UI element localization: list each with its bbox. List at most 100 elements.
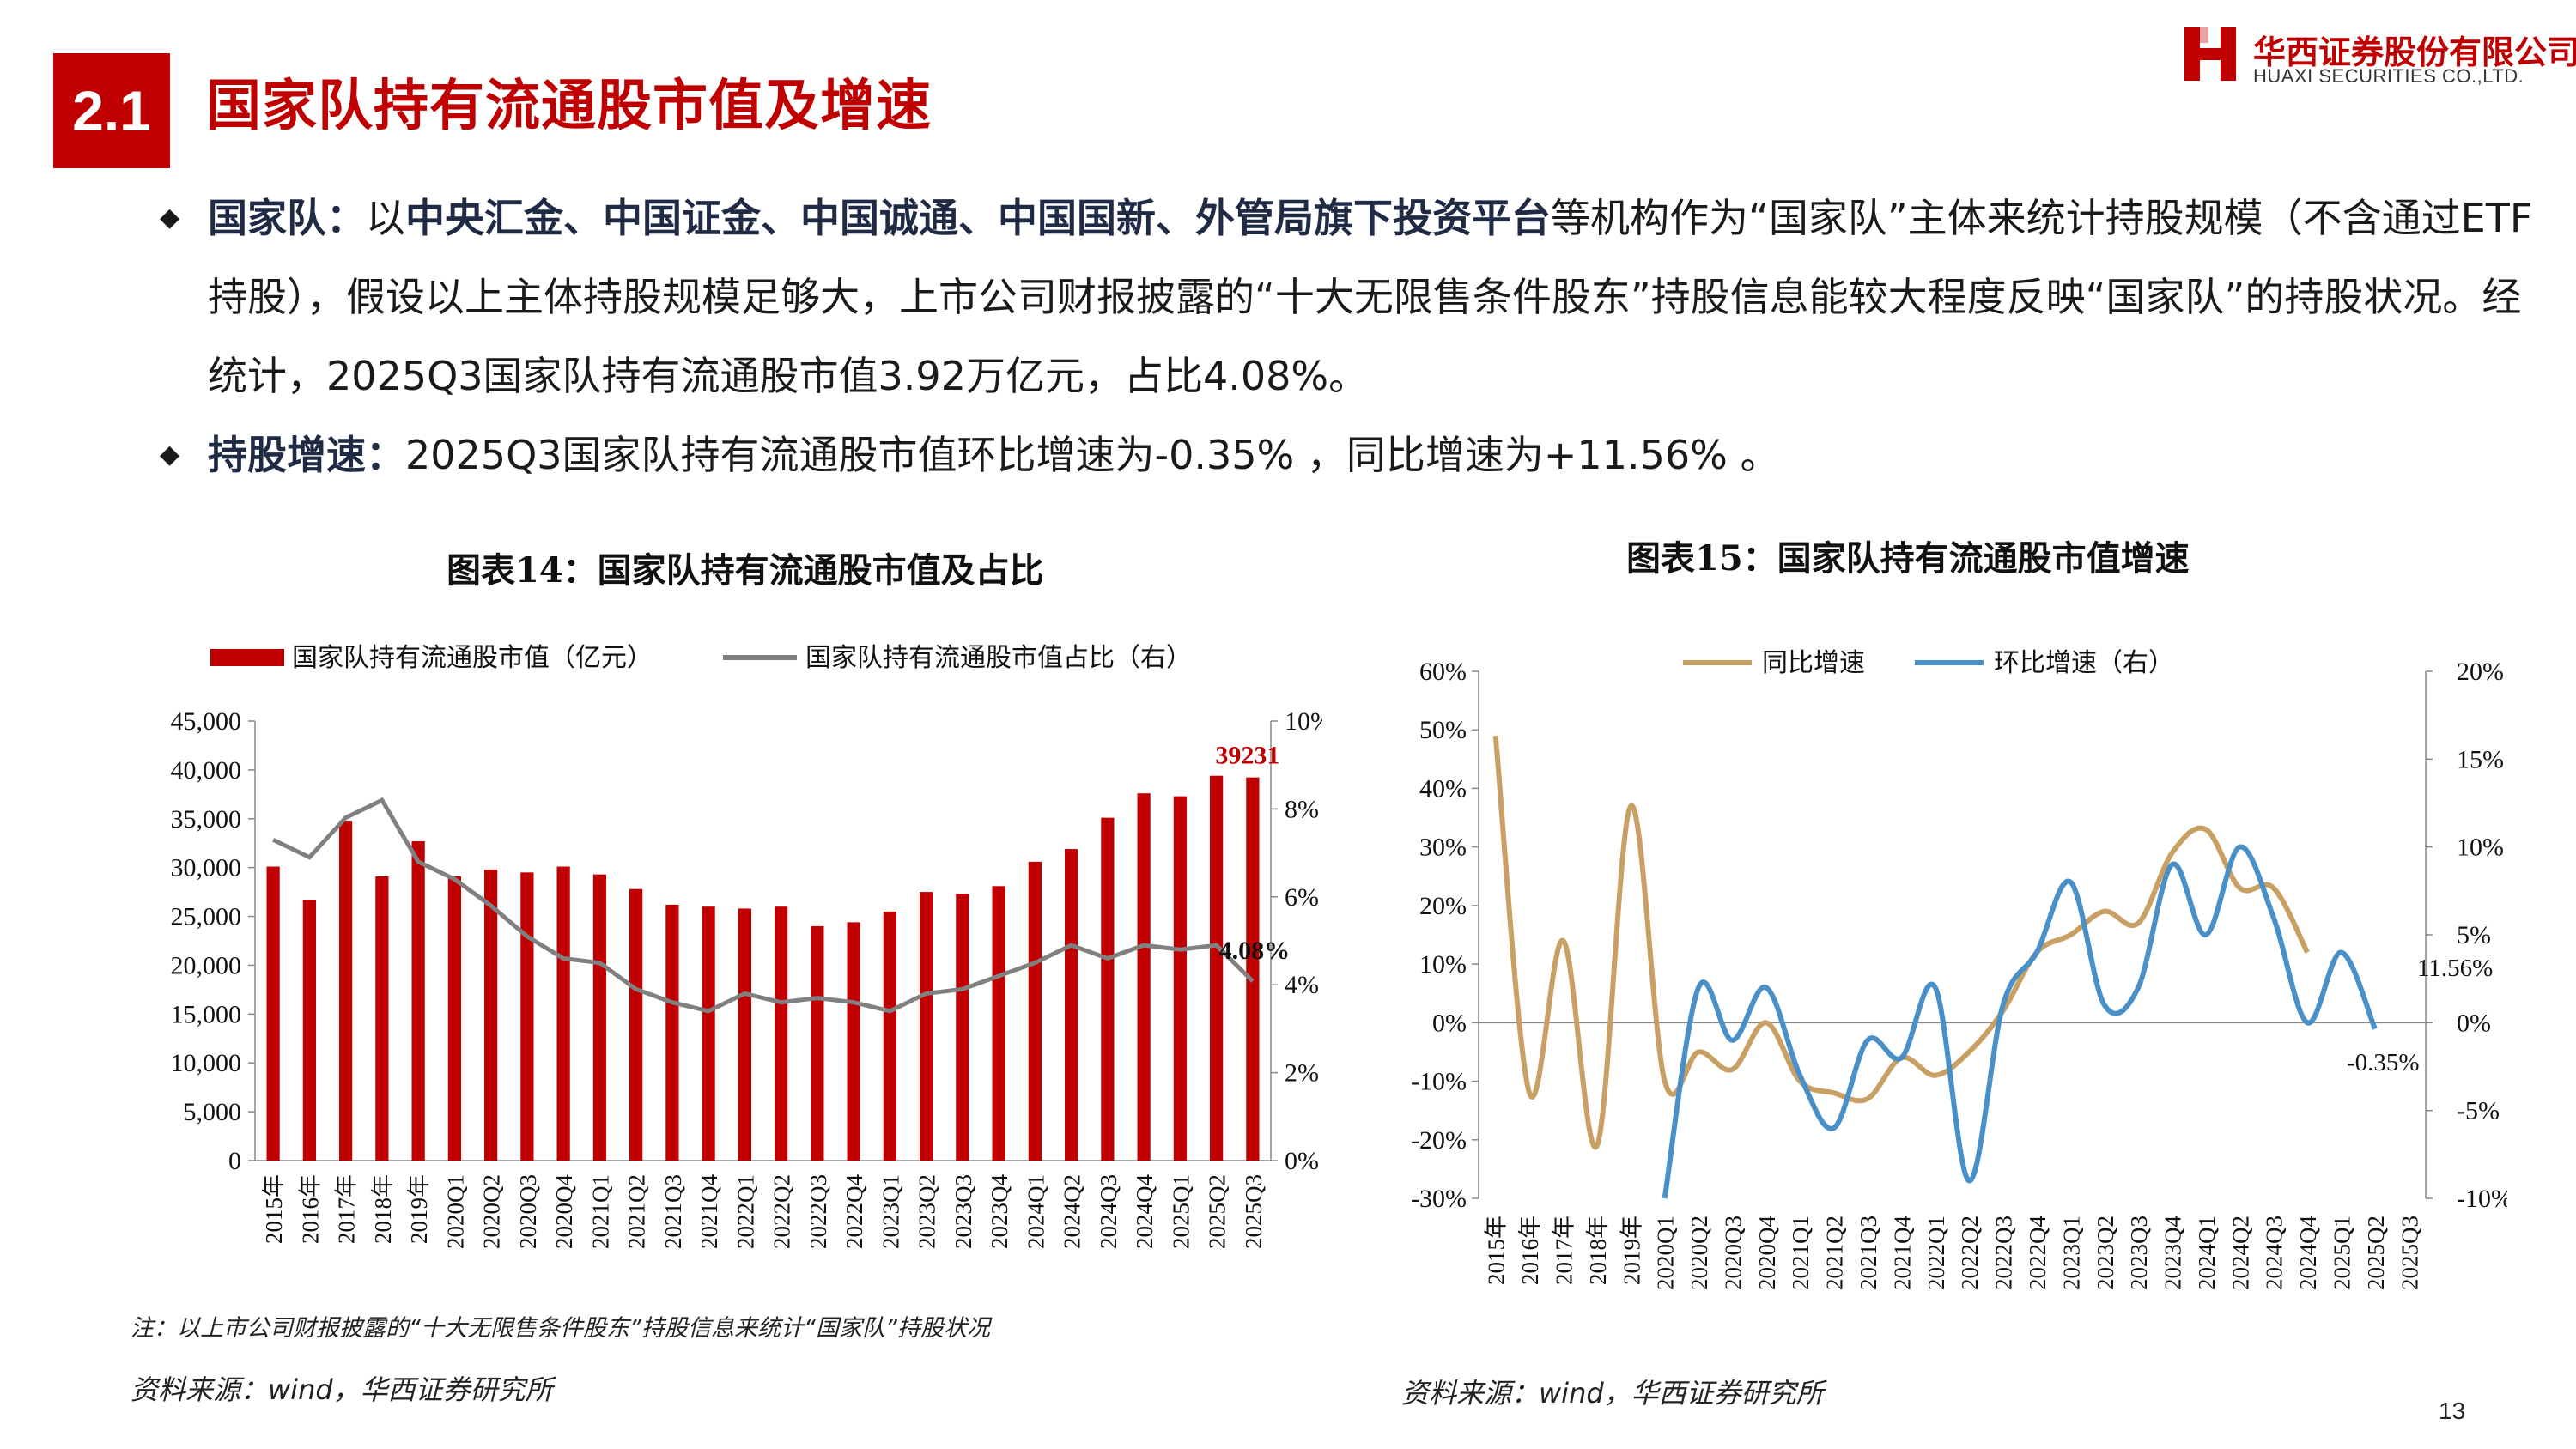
x-tick-label: 2024Q1 bbox=[1023, 1174, 1048, 1249]
last-ratio-value-label: 4.08% bbox=[1219, 937, 1291, 965]
bullet-label: 持股增速： bbox=[208, 432, 405, 478]
bar bbox=[447, 876, 461, 1161]
x-tick-label: 2025Q2 bbox=[2363, 1216, 2389, 1290]
bar bbox=[920, 892, 933, 1161]
x-tick-label: 2019年 bbox=[406, 1174, 432, 1244]
logo-company-name-en: HUAXI SECURITIES CO.,LTD. bbox=[2253, 65, 2524, 87]
bar bbox=[883, 911, 896, 1161]
right-y-tick-label: -10% bbox=[2457, 1185, 2507, 1213]
right-y-tick-label: 10% bbox=[1285, 707, 1322, 736]
right-y-tick-label: 0% bbox=[2457, 1009, 2491, 1037]
bullet-text-pre: 以 bbox=[366, 195, 405, 241]
x-tick-label: 2022Q4 bbox=[2025, 1216, 2050, 1290]
right-y-tick-label: 2% bbox=[1285, 1059, 1319, 1088]
x-tick-label: 2016年 bbox=[297, 1174, 323, 1244]
source-note-left: 资料来源：wind，华西证券研究所 bbox=[131, 1373, 553, 1406]
chart14-bar-line-chart: 0 5,000 10,000 15,000 20,000 25,000 30,000 35,0… bbox=[171, 643, 1323, 1249]
x-tick-label: 2023Q2 bbox=[914, 1174, 940, 1249]
x-tick-label: 2024Q4 bbox=[2295, 1216, 2321, 1290]
x-tick-label: 2022Q2 bbox=[1957, 1216, 1983, 1290]
bar bbox=[1210, 775, 1224, 1161]
bar bbox=[956, 894, 969, 1161]
bar bbox=[738, 908, 751, 1161]
x-tick-label: 2024Q4 bbox=[1132, 1174, 1157, 1249]
bar bbox=[1101, 817, 1115, 1161]
right-y-tick-label: 6% bbox=[1285, 883, 1319, 912]
x-tick-label: 2025Q3 bbox=[1241, 1174, 1267, 1249]
bullet-text: 等机构作为“国家队”主体来统计持股规模（不含通过ETF持股），假设以上主体持股规… bbox=[208, 195, 2533, 399]
legend-yoy-label: 同比增速 bbox=[1762, 648, 1865, 678]
right-y-tick-label: 8% bbox=[1285, 795, 1319, 823]
x-tick-label: 2022Q3 bbox=[805, 1174, 831, 1249]
logo-company-name-cn: 华西证券股份有限公司 bbox=[2253, 33, 2576, 71]
bar bbox=[375, 876, 389, 1161]
bar bbox=[411, 840, 425, 1161]
page-title: 国家队持有流通股市值及增速 bbox=[206, 75, 932, 138]
source-note-right: 资料来源：wind，华西证券研究所 bbox=[1401, 1377, 1824, 1410]
left-y-tick-label: 40% bbox=[1419, 774, 1467, 803]
left-y-tick-label: 10% bbox=[1419, 950, 1467, 979]
bar bbox=[1173, 796, 1187, 1161]
right-y-tick-label: 5% bbox=[2457, 921, 2491, 949]
bar bbox=[1246, 777, 1260, 1161]
bar bbox=[556, 866, 570, 1161]
x-tick-label: 2021Q1 bbox=[1788, 1216, 1814, 1290]
bar bbox=[665, 904, 679, 1161]
x-tick-label: 2022Q3 bbox=[1991, 1216, 2017, 1290]
left-y-tick-label: 50% bbox=[1419, 716, 1467, 744]
x-tick-label: 2020Q1 bbox=[442, 1174, 468, 1249]
bar bbox=[629, 888, 643, 1161]
qoq-last-value-label: -0.35% bbox=[2347, 1049, 2420, 1076]
left-y-tick-label: 30,000 bbox=[171, 854, 242, 882]
right-y-tick-label: 0% bbox=[1285, 1147, 1319, 1175]
chart15-legend: 同比增速 环比增速（右） bbox=[1683, 648, 2174, 678]
x-tick-label: 2023Q1 bbox=[878, 1174, 903, 1249]
left-y-tick-label: 0 bbox=[228, 1147, 241, 1175]
x-tick-label: 2020Q4 bbox=[1754, 1216, 1780, 1290]
left-y-tick-label: 15,000 bbox=[171, 1000, 242, 1028]
x-tick-label: 2020Q1 bbox=[1653, 1216, 1679, 1290]
x-tick-label: 2024Q2 bbox=[2227, 1216, 2253, 1290]
x-tick-label: 2020Q2 bbox=[479, 1174, 505, 1249]
x-tick-label: 2019年 bbox=[1619, 1216, 1644, 1285]
right-y-tick-label: 4% bbox=[1285, 971, 1319, 999]
left-y-tick-label: 45,000 bbox=[171, 707, 242, 736]
page-number: 13 bbox=[2439, 1397, 2466, 1424]
yoy-series-line bbox=[1492, 735, 2310, 1150]
x-tick-label: 2020Q2 bbox=[1686, 1216, 1712, 1290]
x-tick-label: 2022Q1 bbox=[732, 1174, 758, 1249]
section-number-badge: 2.1 bbox=[53, 53, 170, 168]
bullet-text: 2025Q3国家队持有流通股市值环比增速为-0.35% ，同比增速为+11.56… bbox=[405, 432, 1780, 478]
x-tick-label: 2023Q1 bbox=[2058, 1216, 2084, 1290]
bar bbox=[811, 925, 824, 1161]
left-y-tick-label: 30% bbox=[1419, 834, 1467, 862]
bullet-growth: ◆ 持股增速：2025Q3国家队持有流通股市值环比增速为-0.35% ，同比增速… bbox=[155, 415, 2542, 494]
x-tick-label: 2021Q3 bbox=[660, 1174, 686, 1249]
left-y-tick-label: 35,000 bbox=[171, 805, 242, 834]
bar bbox=[520, 872, 534, 1161]
x-tick-label: 2015年 bbox=[1484, 1216, 1510, 1285]
x-tick-label: 2023Q2 bbox=[2093, 1216, 2118, 1290]
qoq-series-line bbox=[1662, 844, 2378, 1199]
x-tick-label: 2015年 bbox=[261, 1174, 287, 1244]
x-tick-label: 2017年 bbox=[334, 1174, 360, 1244]
right-y-tick-label: 10% bbox=[2457, 834, 2504, 862]
legend-bar-swatch bbox=[210, 649, 284, 666]
right-y-tick-label: -5% bbox=[2457, 1097, 2500, 1125]
x-tick-label: 2021Q4 bbox=[696, 1174, 722, 1249]
diamond-bullet-icon: ◆ bbox=[160, 440, 180, 470]
diamond-bullet-icon: ◆ bbox=[160, 203, 180, 233]
x-tick-label: 2021Q2 bbox=[624, 1174, 650, 1249]
chart-footnote: 注：以上市公司财报披露的“十大无限售条件股东”持股信息来统计“国家队”持股状况 bbox=[131, 1315, 990, 1342]
bar bbox=[847, 922, 860, 1161]
x-tick-label: 2022Q2 bbox=[769, 1174, 795, 1249]
legend-bar-label: 国家队持有流通股市值（亿元） bbox=[292, 643, 653, 673]
x-tick-label: 2022Q4 bbox=[841, 1174, 867, 1249]
yoy-last-value-label: 11.56% bbox=[2417, 955, 2493, 982]
left-y-tick-label: 10,000 bbox=[171, 1049, 242, 1077]
left-y-tick-label: -20% bbox=[1411, 1126, 1467, 1155]
legend-line-label: 国家队持有流通股市值占比（右） bbox=[805, 643, 1192, 673]
huaxi-logo-icon bbox=[2184, 27, 2236, 81]
bar bbox=[702, 906, 715, 1161]
last-bar-value-label: 39231 bbox=[1215, 742, 1279, 770]
